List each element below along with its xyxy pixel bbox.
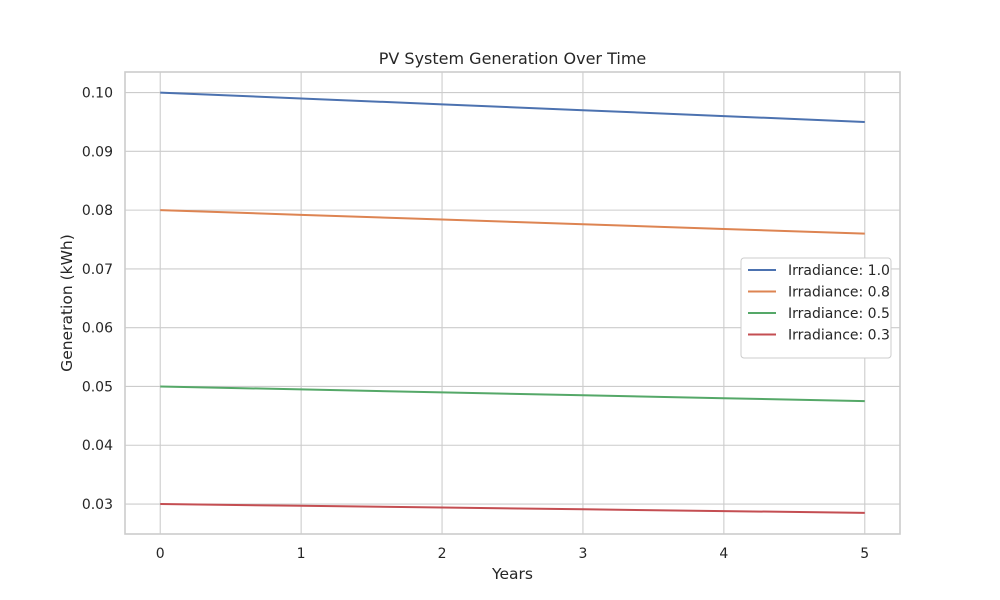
legend-label: Irradiance: 0.5 xyxy=(788,306,890,322)
y-tick-label: 0.10 xyxy=(82,86,113,102)
series-lines xyxy=(160,91,865,514)
tick-labels: 0 1 2 3 4 5 0.03 0.04 0.05 0.06 0.07 0.08 0.09 0.10 xyxy=(82,86,869,562)
legend-label: Irradiance: 0.3 xyxy=(788,328,890,344)
x-tick-label: 2 xyxy=(438,546,447,562)
y-tick-label: 0.09 xyxy=(82,144,113,160)
chart-title: PV System Generation Over Time xyxy=(379,49,647,68)
x-axis-label: Years xyxy=(491,565,533,583)
series-line-1 xyxy=(160,91,865,123)
plot-frame xyxy=(124,71,901,535)
y-tick-label: 0.06 xyxy=(82,321,113,337)
x-tick-label: 0 xyxy=(156,546,165,562)
y-tick-label: 0.03 xyxy=(82,497,113,513)
legend-label: Irradiance: 0.8 xyxy=(788,285,890,301)
y-tick-label: 0.08 xyxy=(82,203,113,219)
legend-box xyxy=(740,257,892,359)
y-tick-label: 0.04 xyxy=(82,438,113,454)
series-line-3 xyxy=(160,385,865,403)
y-axis-label: Generation (kWh) xyxy=(58,234,76,372)
series-line-4 xyxy=(160,503,865,514)
x-tick-label: 5 xyxy=(860,546,869,562)
series-line-2 xyxy=(160,209,865,235)
x-tick-label: 3 xyxy=(578,546,587,562)
legend: Irradiance: 1.0 Irradiance: 0.8 Irradiance… xyxy=(740,257,892,359)
legend-label: Irradiance: 1.0 xyxy=(788,263,890,279)
y-tick-label: 0.05 xyxy=(82,379,113,395)
x-tick-label: 4 xyxy=(719,546,728,562)
y-tick-label: 0.07 xyxy=(82,262,113,278)
x-tick-label: 1 xyxy=(297,546,306,562)
